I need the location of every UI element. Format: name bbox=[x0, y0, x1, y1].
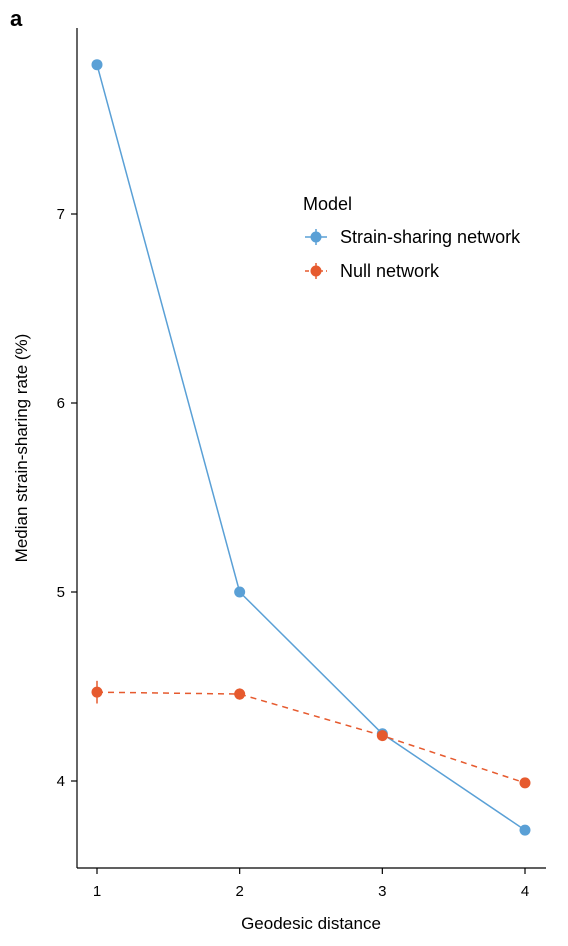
data-point bbox=[519, 777, 531, 789]
series-line bbox=[96, 64, 526, 831]
y-axis-title: Median strain-sharing rate (%) bbox=[12, 334, 31, 563]
panel-label: a bbox=[10, 6, 23, 31]
y-ticks: 4 5 6 7 bbox=[57, 206, 77, 790]
data-point bbox=[91, 59, 103, 71]
legend: Model Strain-sharing network Null network bbox=[303, 194, 521, 281]
series-line bbox=[96, 691, 526, 784]
legend-item-strain-sharing-network: Strain-sharing network bbox=[305, 227, 521, 247]
legend-title: Model bbox=[303, 194, 352, 214]
data-point bbox=[376, 730, 388, 742]
x-axis-title: Geodesic distance bbox=[241, 914, 381, 933]
y-tick-label: 7 bbox=[57, 206, 65, 223]
data-point bbox=[519, 824, 531, 836]
y-tick-label: 6 bbox=[57, 395, 65, 412]
legend-marker bbox=[310, 265, 322, 277]
legend-item-null-network: Null network bbox=[305, 261, 440, 281]
x-tick-label: 4 bbox=[521, 883, 529, 900]
legend-label: Null network bbox=[340, 261, 440, 281]
x-tick-label: 2 bbox=[235, 883, 243, 900]
axes bbox=[76, 28, 546, 869]
series-null-network bbox=[91, 680, 531, 789]
y-tick-label: 5 bbox=[57, 584, 65, 601]
y-tick-label: 4 bbox=[57, 773, 65, 790]
data-point bbox=[234, 688, 246, 700]
legend-marker bbox=[310, 231, 322, 243]
x-ticks: 1 2 3 4 bbox=[93, 868, 529, 900]
series-strain-sharing-network bbox=[91, 59, 531, 836]
legend-label: Strain-sharing network bbox=[340, 227, 521, 247]
x-tick-label: 3 bbox=[378, 883, 386, 900]
legend-items: Strain-sharing network Null network bbox=[305, 227, 521, 281]
data-point bbox=[234, 586, 246, 598]
series-layer bbox=[91, 59, 531, 836]
data-point bbox=[91, 686, 103, 698]
x-tick-label: 1 bbox=[93, 883, 101, 900]
